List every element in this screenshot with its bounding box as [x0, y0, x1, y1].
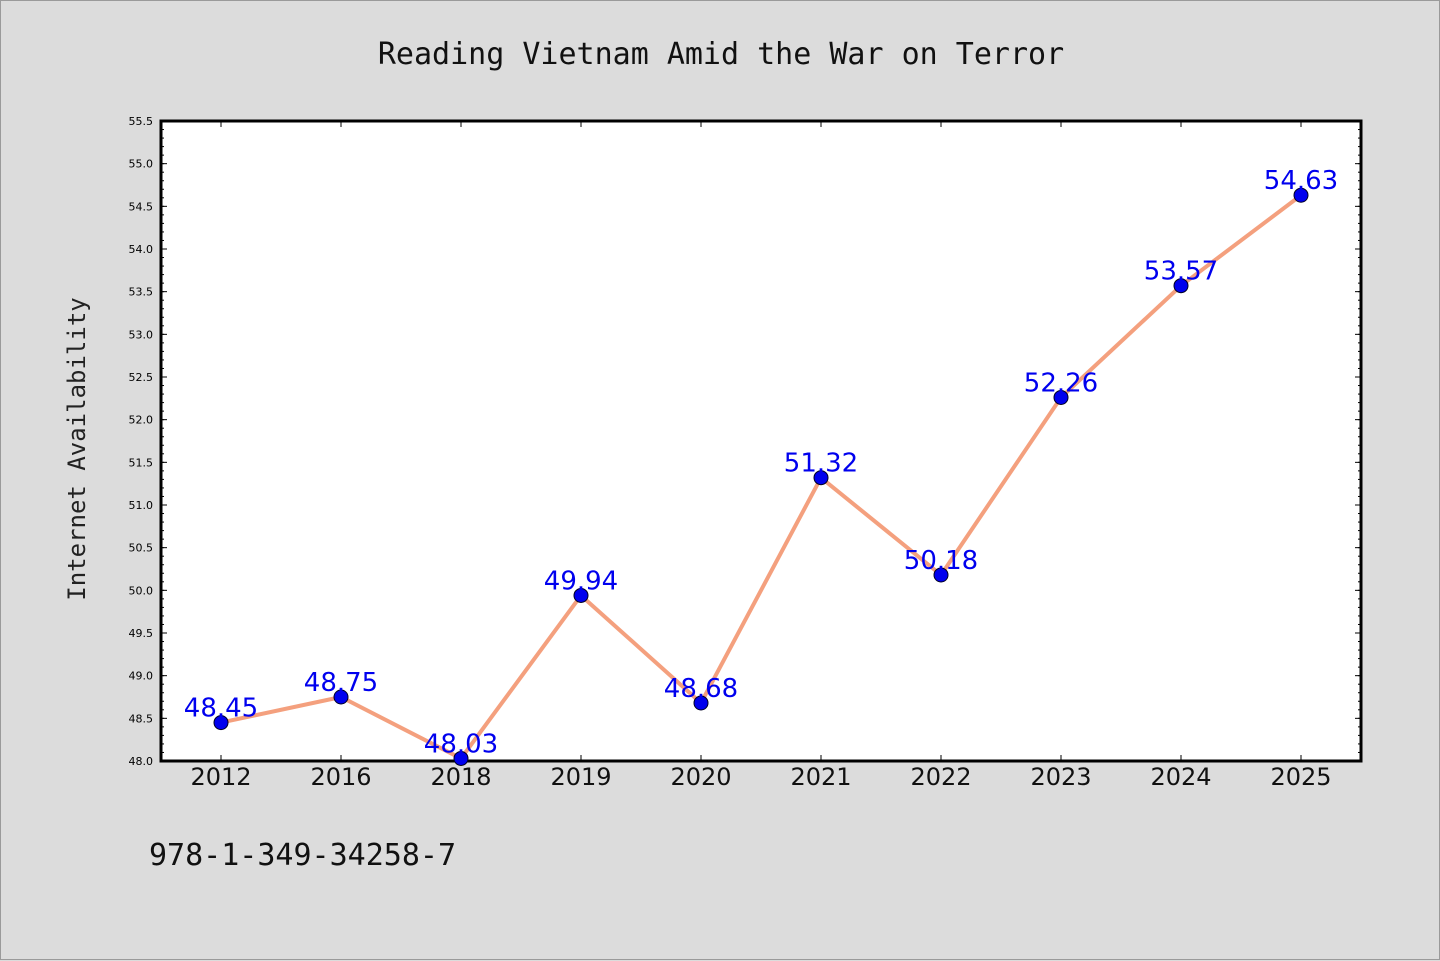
y-tick-label: 51.0	[129, 499, 154, 512]
isbn-text: 978-1-349-34258-7	[149, 838, 456, 873]
data-point-label: 48.03	[424, 729, 498, 759]
data-point-marker	[1053, 389, 1069, 405]
y-tick-label: 51.5	[129, 456, 154, 469]
y-tick-label: 50.0	[129, 584, 154, 597]
plot-area	[159, 119, 1363, 763]
data-point-marker	[1173, 278, 1189, 294]
data-point-marker	[573, 587, 589, 603]
y-tick-label: 49.0	[129, 670, 154, 683]
data-point-label: 51.32	[784, 449, 858, 479]
x-tick-label: 2021	[790, 763, 851, 791]
series-line	[219, 193, 1303, 761]
x-tick-label: 2016	[310, 763, 371, 791]
y-axis-label: Internet Availability	[63, 297, 91, 600]
series-line-group	[219, 193, 1303, 761]
data-point-marker	[693, 695, 709, 711]
x-tick-label: 2019	[550, 763, 611, 791]
data-point-marker	[1293, 187, 1309, 203]
data-point-marker	[333, 689, 349, 705]
x-tick-label: 2018	[430, 763, 491, 791]
y-tick-label: 55.0	[129, 158, 154, 171]
y-tick-label: 48.0	[129, 755, 154, 768]
data-point-label: 48.75	[304, 668, 378, 698]
x-tick-label: 2022	[910, 763, 971, 791]
x-axis: 2012 2016 2018 2019 2020 2021 2022 2023 2024 2025	[190, 121, 1332, 791]
data-point-marker	[213, 715, 229, 731]
x-tick-label: 2020	[670, 763, 731, 791]
y-tick-label: 50.5	[129, 542, 154, 555]
data-point-label: 52.26	[1024, 368, 1098, 398]
data-point-label: 53.57	[1144, 257, 1218, 287]
markers-group	[213, 187, 1309, 766]
y-tick-label: 54.0	[129, 243, 154, 256]
y-tick-label: 54.5	[129, 200, 154, 213]
data-point-label: 48.68	[664, 674, 738, 704]
y-tick-label: 55.5	[129, 115, 154, 128]
data-point-marker	[813, 470, 829, 486]
x-tick-label: 2024	[1150, 763, 1211, 791]
y-axis: 48.0 48.5 49.0 49.5 50.0 50.5 51.0 51.5 52.0 52.5…	[129, 115, 1361, 768]
y-tick-label: 53.0	[129, 328, 154, 341]
x-tick-label: 2025	[1270, 763, 1331, 791]
data-point-marker	[453, 750, 469, 766]
data-point-label: 50.18	[904, 546, 978, 576]
chart-title: Reading Vietnam Amid the War on Terror	[378, 37, 1064, 72]
y-tick-label: 49.5	[129, 627, 154, 640]
data-point-label: 54.63	[1264, 166, 1338, 196]
y-tick-label: 48.5	[129, 712, 154, 725]
data-point-marker	[933, 567, 949, 583]
data-labels-group: 48.45 48.75 48.03 49.94 48.68 51.32 50.18 52.26…	[184, 166, 1338, 759]
data-point-label: 49.94	[544, 566, 618, 596]
data-point-label: 48.45	[184, 694, 258, 724]
y-tick-label: 53.5	[129, 286, 154, 299]
x-tick-label: 2012	[190, 763, 251, 791]
x-tick-label: 2023	[1030, 763, 1091, 791]
y-tick-label: 52.5	[129, 371, 154, 384]
y-tick-label: 52.0	[129, 414, 154, 427]
